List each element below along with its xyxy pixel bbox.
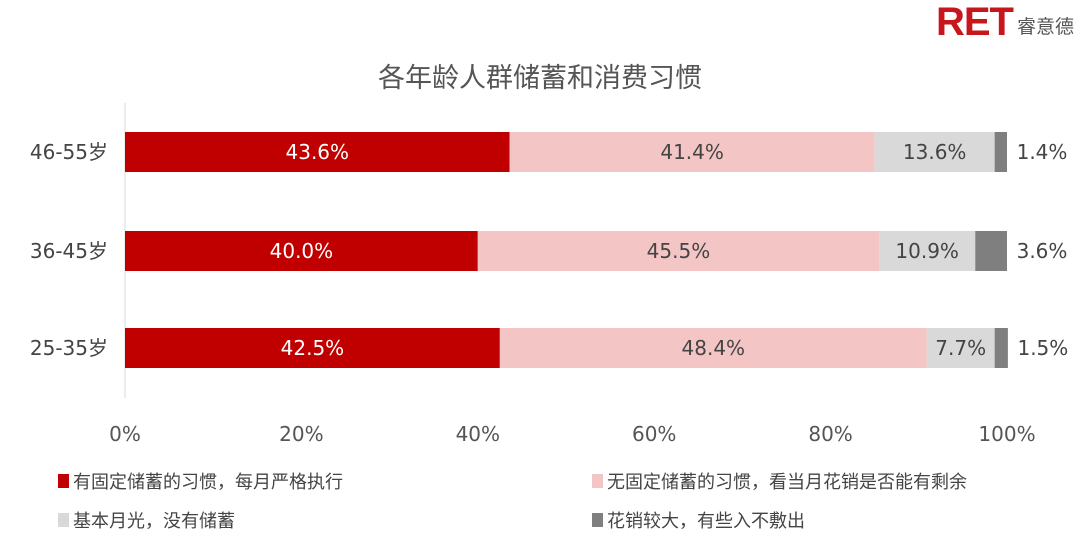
category-label: 36-45岁: [30, 239, 108, 263]
data-label: 45.5%: [647, 239, 711, 263]
legend-item: 无固定储蓄的习惯，看当月花销是否能有剩余: [592, 468, 967, 494]
data-label: 3.6%: [1017, 239, 1068, 263]
bar-segment: [874, 132, 995, 172]
category-label: 46-55岁: [30, 140, 108, 164]
x-tick-label: 0%: [109, 422, 141, 446]
x-tick-label: 100%: [978, 422, 1035, 446]
x-tick-label: 60%: [632, 422, 676, 446]
bar-segment: [125, 328, 500, 368]
x-tick-label: 20%: [279, 422, 323, 446]
chart-title: 各年龄人群储蓄和消费习惯: [378, 63, 702, 94]
data-label: 43.6%: [286, 140, 350, 164]
legend-label: 花销较大，有些入不敷出: [607, 511, 805, 532]
x-tick-label: 40%: [456, 422, 500, 446]
logo-brand: RET: [935, 0, 1014, 44]
legend-item: 基本月光，没有储蓄: [58, 507, 235, 533]
legend-label: 无固定储蓄的习惯，看当月花销是否能有剩余: [607, 472, 967, 493]
data-label: 42.5%: [281, 336, 345, 360]
data-label: 1.4%: [1017, 140, 1068, 164]
legend-swatch: [58, 513, 69, 527]
data-label: 40.0%: [270, 239, 334, 263]
x-tick-label: 80%: [808, 422, 852, 446]
bar-segment: [975, 231, 1007, 271]
bar-segment: [125, 132, 510, 172]
logo-name: 睿意德: [1016, 16, 1074, 38]
legend-label: 基本月光，没有储蓄: [73, 511, 235, 532]
logo: RET 睿意德: [936, 2, 1074, 42]
bar-segment: [509, 132, 875, 172]
category-label: 25-35岁: [30, 336, 108, 360]
bar-segment: [994, 328, 1008, 368]
data-label: 1.5%: [1017, 336, 1068, 360]
data-label: 13.6%: [903, 140, 967, 164]
bar-segment: [477, 231, 880, 271]
legend-item: 有固定储蓄的习惯，每月严格执行: [58, 468, 343, 494]
legend-swatch: [592, 513, 603, 527]
data-label: 41.4%: [660, 140, 724, 164]
data-label: 10.9%: [895, 239, 959, 263]
bar-segment: [926, 328, 995, 368]
legend-item: 花销较大，有些入不敷出: [592, 507, 805, 533]
bar-segment: [125, 231, 478, 271]
data-label: 48.4%: [682, 336, 746, 360]
bar-segment: [499, 328, 927, 368]
bar-segment: [879, 231, 976, 271]
bar-segment: [994, 132, 1007, 172]
legend-label: 有固定储蓄的习惯，每月严格执行: [73, 472, 343, 493]
legend-swatch: [58, 474, 69, 488]
data-label: 7.7%: [935, 336, 986, 360]
legend-swatch: [592, 474, 603, 488]
